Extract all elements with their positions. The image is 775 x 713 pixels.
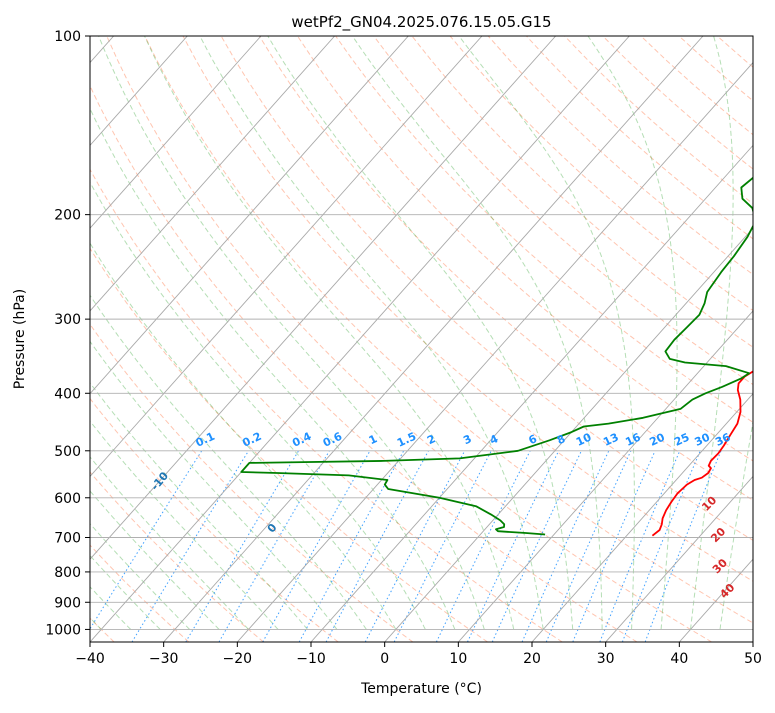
y-axis-label: Pressure (hPa) [12, 289, 28, 389]
mixing-ratio-line [82, 451, 202, 642]
dewpoint-profile-line [241, 36, 775, 535]
x-tick-label: −20 [223, 651, 253, 667]
isotherm-line [385, 36, 775, 642]
moist-adiabat-line [352, 36, 602, 629]
dry-adiabat-line [0, 36, 413, 642]
mixing-ratio-line [573, 451, 655, 642]
isotherm-line [90, 36, 629, 642]
isotherm-line [311, 36, 775, 642]
isotherm-line [0, 36, 482, 642]
y-tick-label: 200 [54, 208, 81, 224]
y-tick-label: 700 [54, 531, 81, 547]
mixing-ratio-label: 10 [574, 430, 594, 448]
plot-frame [90, 36, 753, 642]
isotherm-line [0, 36, 261, 642]
isotherm-line [606, 36, 775, 642]
x-tick-label: −10 [296, 651, 326, 667]
mixing-ratio-label: 3 [461, 432, 473, 447]
mixing-ratio-label: 20 [648, 431, 668, 449]
mixing-ratio-label: 13 [601, 431, 620, 449]
moist-adiabat-line [588, 36, 677, 629]
mixing-ratio-line [186, 451, 299, 642]
dry-adiabat-line [0, 36, 338, 642]
y-tick-label: 800 [54, 565, 81, 581]
dry-adiabat-line [259, 36, 775, 642]
mixing-ratio-label: 16 [623, 430, 643, 448]
x-tick-label: 30 [597, 651, 615, 667]
mixing-ratio-label: 4 [488, 432, 501, 447]
mixing-ratio-line [546, 451, 631, 642]
moist-adiabat-line [0, 36, 307, 629]
dry-adiabat-label: -20 [47, 422, 70, 446]
y-tick-label: 600 [54, 491, 81, 507]
moist-adiabat-line [720, 36, 775, 629]
dry-adiabat-line [412, 36, 775, 642]
y-tick-label: 900 [54, 595, 81, 611]
x-tick-label: 50 [744, 651, 762, 667]
dry-adiabat-line [565, 36, 775, 642]
moist-adiabat-line [60, 36, 455, 629]
dry-adiabat-line [0, 36, 488, 642]
mixing-ratio-label: 0.6 [321, 430, 344, 450]
x-tick-label: −30 [149, 651, 179, 667]
dry-adiabat-line [526, 36, 775, 642]
mixing-ratio-line [468, 451, 559, 642]
isotherm-line [753, 36, 775, 642]
mixing-ratio-line [263, 451, 370, 642]
chart-title: wetPf2_GN04.2025.076.15.05.G15 [291, 13, 551, 32]
moist-adiabat-label: 40 [717, 581, 737, 601]
x-tick-label: 20 [523, 651, 541, 667]
isotherm-line [0, 36, 187, 642]
isotherm-line [679, 36, 775, 642]
y-tick-label: 300 [54, 312, 81, 328]
moist-adiabat-label: 20 [708, 525, 728, 545]
mixing-ratio-line [522, 451, 609, 642]
mixing-ratio-label: 30 [693, 430, 713, 448]
y-tick-label: 100 [54, 29, 81, 45]
dry-adiabat-line [641, 36, 775, 642]
y-tick-label: 400 [54, 386, 81, 402]
dry-adiabat-line [0, 36, 263, 642]
isotherm-line [0, 36, 335, 642]
x-tick-label: 40 [670, 651, 688, 667]
y-tick-label: 1000 [45, 622, 81, 638]
dry-adiabat-line [679, 36, 775, 642]
mixing-ratio-label: 0.4 [290, 430, 313, 450]
mixing-ratio-label: 0.2 [240, 430, 263, 450]
x-tick-label: 10 [449, 651, 467, 667]
mixing-ratio-label: 36 [713, 430, 733, 448]
isotherm-line [237, 36, 775, 642]
temperature-profile-line [652, 36, 775, 536]
mixing-ratio-line [645, 451, 721, 642]
x-tick-label: 0 [380, 651, 389, 667]
isotherm-line [164, 36, 703, 642]
y-tick-label: 500 [54, 444, 81, 460]
dry-adiabat-line [0, 36, 189, 642]
dry-adiabat-line [145, 36, 775, 642]
dry-adiabat-label: 0 [265, 521, 280, 535]
dry-adiabat-line [298, 36, 775, 642]
dry-adiabat-line [755, 36, 775, 642]
dry-adiabat-line [374, 36, 775, 642]
dry-adiabat-line [488, 36, 775, 642]
mixing-ratio-label: 1.5 [395, 430, 418, 450]
dry-adiabat-line [107, 36, 712, 642]
moist-adiabat-label: 30 [710, 556, 730, 576]
mixing-ratio-label: 1 [367, 432, 379, 447]
dry-adiabat-line [221, 36, 775, 642]
mixing-ratio-line [219, 451, 329, 642]
moist-adiabat-line [0, 36, 249, 629]
x-tick-label: −40 [75, 651, 105, 667]
mixing-ratio-label: 2 [425, 432, 437, 447]
x-axis-label: Temperature (°C) [360, 681, 482, 697]
dry-adiabat-line [603, 36, 775, 642]
dry-adiabat-line [717, 36, 775, 642]
moist-adiabat-line [200, 36, 543, 629]
mixing-ratio-line [132, 451, 249, 642]
moist-adiabat-line [0, 36, 190, 629]
